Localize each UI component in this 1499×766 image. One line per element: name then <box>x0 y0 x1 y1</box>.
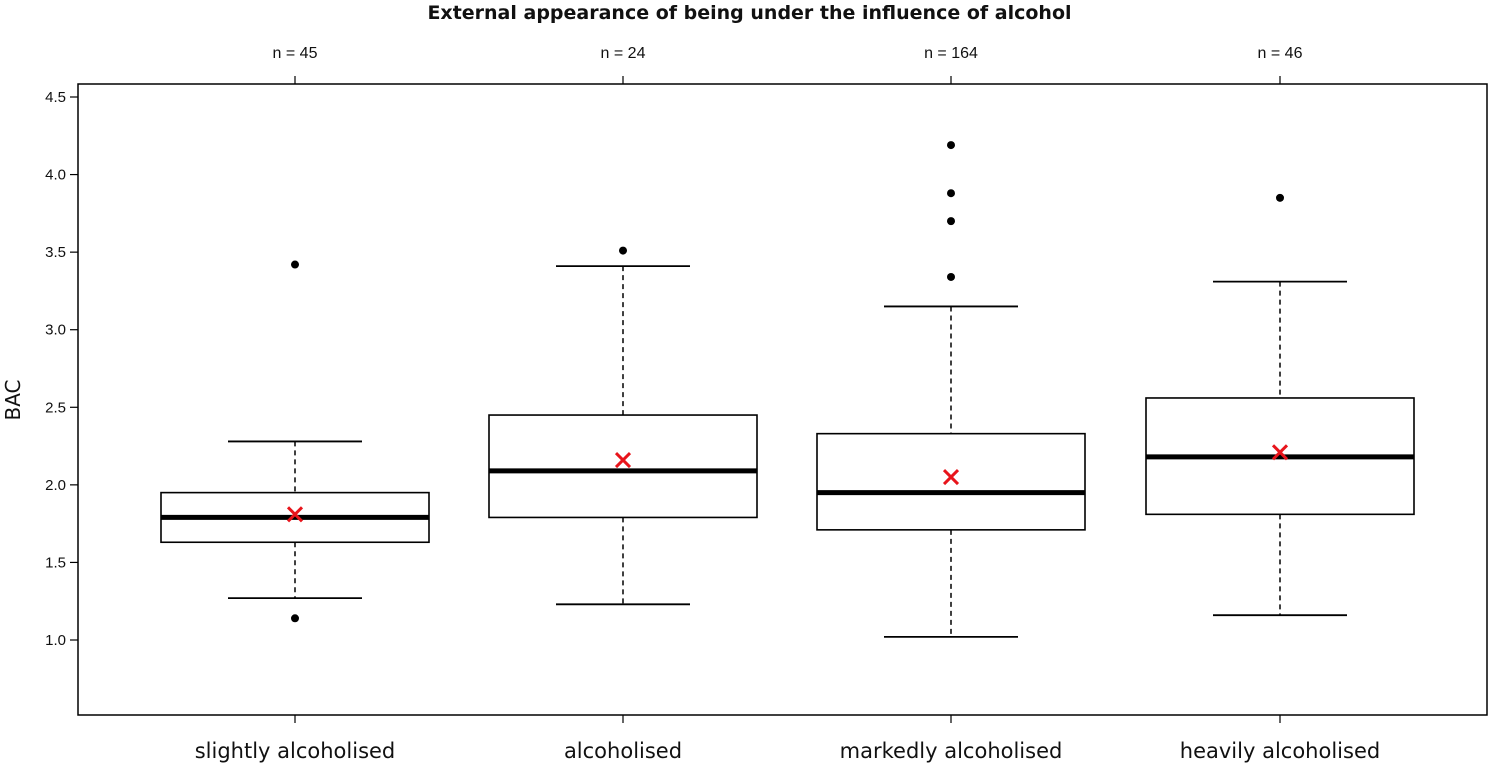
box-body <box>816 432 1086 531</box>
mean-marker <box>286 506 304 523</box>
category-label: markedly alcoholised <box>840 739 1063 763</box>
outlier-point <box>291 614 299 623</box>
box-4: n = 46 heavily alcoholised <box>1145 45 1415 763</box>
y-tick-label: 2.5 <box>45 399 66 416</box>
chart-title: External appearance of being under the i… <box>427 2 1072 24</box>
mean-marker-stroke <box>286 506 304 523</box>
n-label: n = 24 <box>601 45 646 62</box>
n-label: n = 45 <box>273 45 318 62</box>
mean-marker-stroke <box>942 469 960 486</box>
outlier-point <box>291 260 299 269</box>
y-tick-label: 1.5 <box>45 554 66 571</box>
box-3: n = 164 markedly alcoholised <box>816 45 1086 763</box>
y-tick-label: 1.0 <box>45 632 66 649</box>
box-group: n = 45 slightly alcoholised n = 24 alcoholi… <box>160 45 1415 763</box>
n-label: n = 164 <box>924 45 978 62</box>
outlier-point <box>619 246 627 255</box>
mean-marker-stroke <box>1271 444 1289 461</box>
category-label: heavily alcoholised <box>1180 739 1380 763</box>
y-tick-label: 4.0 <box>45 167 66 184</box>
plot-frame <box>77 83 1488 716</box>
y-tick-label: 4.5 <box>45 89 66 106</box>
outlier-point <box>1276 193 1284 202</box>
n-label: n = 46 <box>1258 45 1303 62</box>
mean-marker <box>942 469 960 486</box>
category-label: alcoholised <box>564 739 682 763</box>
y-axis-label: BAC <box>1 379 25 420</box>
outlier-point <box>947 217 955 226</box>
mean-marker-stroke <box>614 451 632 469</box>
y-axis: 1.0 1.5 2.0 2.5 3.0 3.5 4.0 4.5 <box>45 89 78 649</box>
y-tick-label: 3.5 <box>45 244 66 261</box>
box-1: n = 45 slightly alcoholised <box>160 45 430 763</box>
mean-marker <box>614 451 632 469</box>
outlier-point <box>947 141 955 150</box>
mean-marker <box>1271 444 1289 461</box>
box-2: n = 24 alcoholised <box>488 45 758 763</box>
y-tick-label: 2.0 <box>45 477 66 494</box>
y-tick-label: 3.0 <box>45 322 66 339</box>
category-label: slightly alcoholised <box>195 739 396 763</box>
box-body <box>488 414 758 519</box>
outlier-point <box>947 189 955 198</box>
outlier-point <box>947 272 955 281</box>
